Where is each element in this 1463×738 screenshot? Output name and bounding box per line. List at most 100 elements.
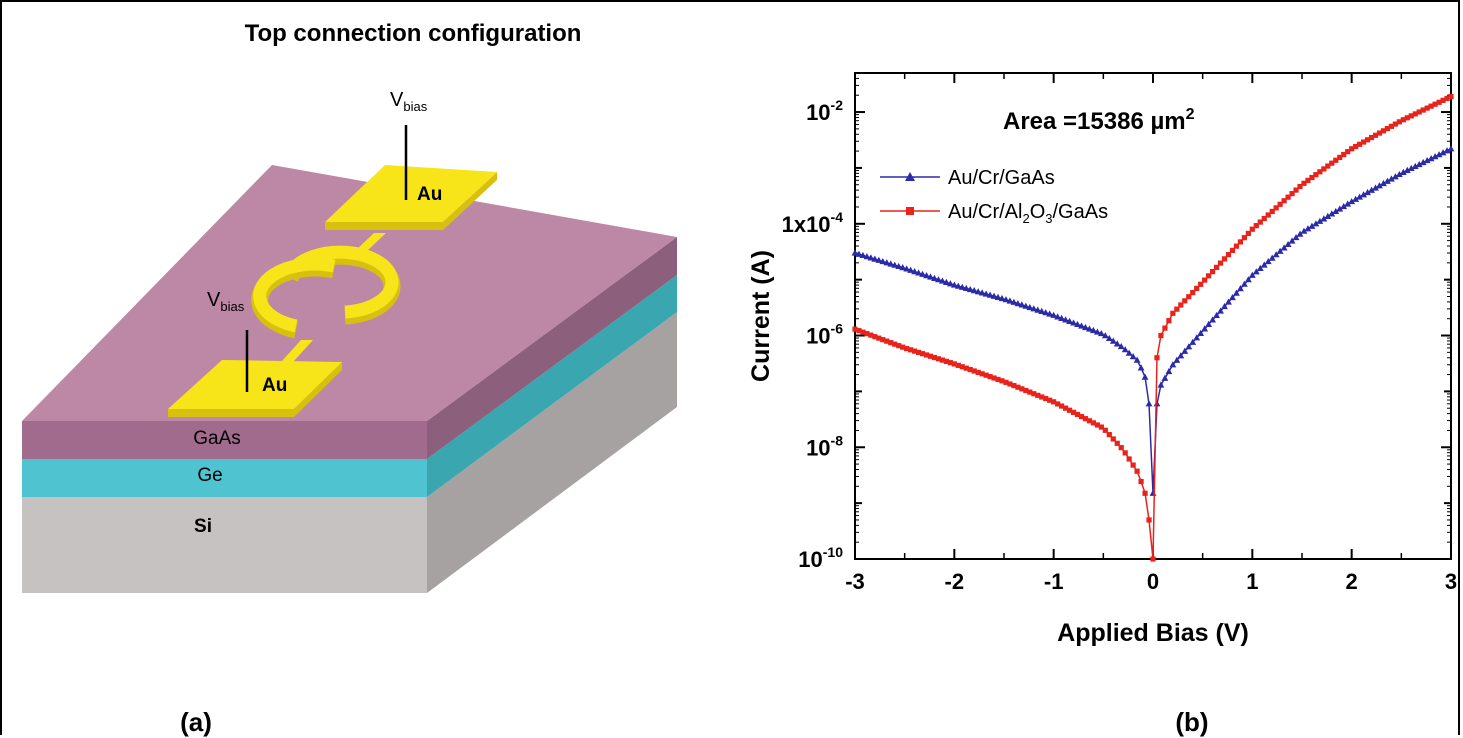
data-point (1420, 107, 1426, 113)
data-point (1074, 320, 1081, 328)
data-point (994, 293, 1002, 300)
data-point (1019, 386, 1025, 392)
data-point (1328, 210, 1336, 217)
legend-marker (905, 172, 915, 181)
data-point (1149, 489, 1157, 496)
data-point (1213, 264, 1220, 270)
data-point (1173, 356, 1181, 363)
chart-legend: Au/Cr/GaAs Au/Cr/Al2O3/GaAs (880, 167, 1108, 226)
data-point (982, 290, 990, 297)
data-point (1190, 289, 1196, 296)
data-point (867, 254, 875, 261)
data-point (1253, 223, 1259, 229)
panel-b-caption: (b) (1175, 707, 1208, 737)
data-point (942, 278, 950, 285)
data-point (1043, 395, 1049, 402)
data-point (1110, 436, 1116, 442)
data-point (1345, 149, 1351, 155)
data-point (1229, 247, 1236, 254)
data-point (1348, 197, 1356, 205)
data-point (935, 276, 942, 283)
x-tick-label: 1 (1246, 569, 1258, 594)
series-2 (852, 93, 1454, 562)
x-axis-label: Applied Bias (V) (1057, 619, 1249, 647)
x-tick-label: 3 (1445, 569, 1457, 594)
data-point (1039, 394, 1045, 400)
data-point (1407, 164, 1415, 172)
data-point (855, 250, 863, 257)
data-point (876, 335, 882, 341)
data-point (1161, 374, 1169, 381)
data-point (1248, 271, 1256, 278)
data-point (1324, 212, 1332, 219)
data-point (1205, 320, 1213, 327)
data-point (1101, 332, 1109, 339)
data-point (1046, 310, 1054, 317)
split-ring-resonator (251, 245, 401, 339)
data-point (1404, 115, 1410, 121)
data-point (1197, 329, 1205, 336)
data-point (1177, 352, 1185, 359)
data-point (1419, 158, 1427, 166)
au-pad-upper (325, 165, 497, 230)
legend-item: Au/Cr/GaAs (880, 167, 1055, 189)
data-point (1146, 517, 1152, 523)
data-point (1403, 166, 1411, 173)
data-point (1304, 225, 1312, 232)
data-point (923, 272, 930, 279)
data-point (1376, 130, 1383, 136)
legend-label: Au/Cr/Al2O3/GaAs (948, 201, 1108, 226)
data-point (1233, 289, 1240, 296)
gaas-layer-front (22, 421, 427, 459)
x-tick-label: 0 (1147, 569, 1159, 594)
data-point (1368, 134, 1375, 141)
data-point (1424, 105, 1430, 111)
x-tick-label: -1 (1044, 569, 1064, 594)
data-point (1130, 462, 1136, 468)
data-point (1054, 313, 1062, 320)
data-point (1265, 212, 1271, 218)
data-point (1011, 383, 1017, 389)
data-point (1340, 202, 1348, 210)
data-point (1225, 298, 1232, 305)
data-point (1395, 170, 1403, 178)
data-point (900, 344, 906, 350)
data-point (1344, 200, 1352, 207)
data-point (1312, 220, 1320, 227)
data-point (912, 348, 918, 354)
data-point (1412, 111, 1418, 117)
panel-a-caption: (a) (180, 707, 212, 737)
panel-a-title: Top connection configuration (245, 20, 582, 47)
data-point (1372, 132, 1379, 138)
data-point (1153, 400, 1161, 407)
data-point (1427, 155, 1435, 162)
data-point (1038, 307, 1046, 315)
data-point (1006, 297, 1014, 304)
data-point (1447, 145, 1455, 152)
ge-layer-side (427, 275, 677, 497)
data-point (908, 347, 914, 353)
data-point (1141, 373, 1149, 380)
data-point (1102, 427, 1108, 433)
data-point (987, 374, 993, 380)
data-point (1034, 306, 1042, 313)
data-point (959, 364, 965, 370)
gold-strip-lower (281, 340, 313, 362)
data-point (1336, 205, 1344, 212)
data-point (1333, 157, 1339, 163)
data-point (1384, 177, 1391, 184)
data-point (1443, 147, 1451, 154)
data-point (895, 262, 903, 270)
data-point (1042, 309, 1050, 316)
series-1 (851, 145, 1455, 496)
data-point (1030, 305, 1038, 312)
data-point (1058, 314, 1066, 321)
data-point (915, 269, 922, 276)
data-point (1411, 162, 1419, 170)
data-point (904, 345, 910, 352)
y-tick-label: 10-6 (806, 321, 843, 349)
data-point (903, 265, 911, 272)
data-point (939, 277, 946, 284)
data-point (1285, 194, 1291, 200)
